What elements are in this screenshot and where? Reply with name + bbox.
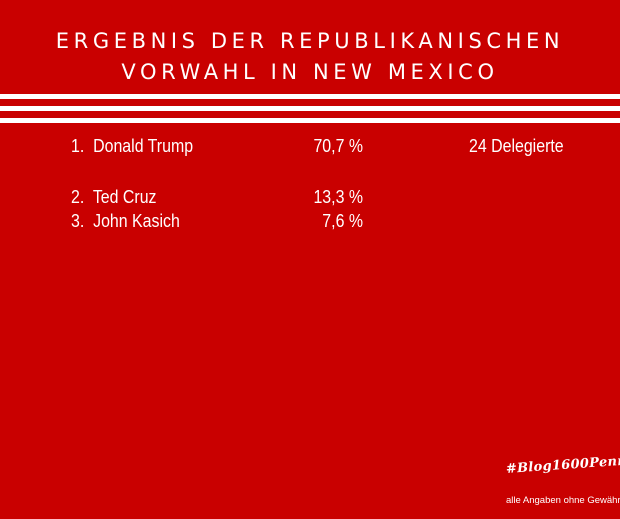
result-row-1: 1. Donald Trump — [71, 134, 193, 158]
disclaimer-text: alle Angaben ohne Gewähr — [506, 495, 620, 506]
divider-stripe-top — [0, 94, 620, 99]
result-rank: 1. — [71, 135, 85, 156]
result-percent-1: 70,7 % — [313, 135, 363, 156]
title-line-2: VORWAHL IN NEW MEXICO — [121, 60, 499, 84]
result-percent-3: 7,6 % — [322, 210, 363, 231]
result-name: Ted Cruz — [92, 186, 157, 207]
title-line-1: ERGEBNIS DER REPUBLIKANISCHEN — [55, 29, 565, 53]
result-delegates-1: 24 Delegierte — [469, 135, 564, 156]
result-name: Donald Trump — [93, 135, 194, 156]
result-percent-2: 13,3 % — [313, 186, 363, 207]
result-rank: 2. — [71, 186, 85, 207]
blog-signature: #Blog1600Penn — [505, 453, 620, 477]
divider-stripe-middle — [0, 106, 620, 111]
result-row-2: 2. Ted Cruz — [71, 185, 157, 209]
result-row-3: 3. John Kasich — [71, 209, 180, 233]
result-rank: 3. — [71, 210, 85, 231]
result-name: John Kasich — [93, 210, 180, 231]
divider-stripe-bottom — [0, 118, 620, 123]
